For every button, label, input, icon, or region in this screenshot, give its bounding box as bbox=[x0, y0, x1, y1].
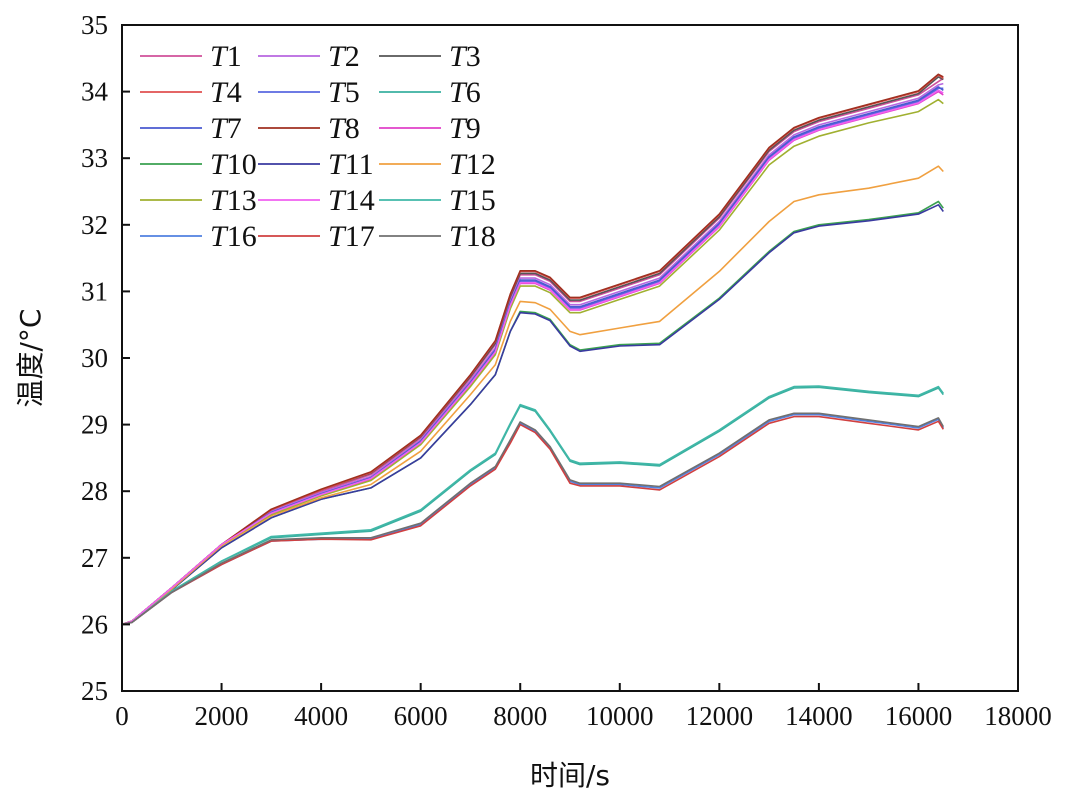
legend-label: T13 bbox=[210, 184, 257, 217]
legend-item-t16: T16 bbox=[140, 220, 257, 253]
legend-item-t1: T1 bbox=[140, 40, 242, 73]
legend-label: T3 bbox=[449, 40, 481, 73]
legend-label: T1 bbox=[210, 40, 242, 73]
y-axis: 25 26 27 28 29 30 31 32 33 34 35 bbox=[81, 10, 130, 706]
legend-label: T14 bbox=[328, 184, 375, 217]
y-axis-label: 温度/°C bbox=[14, 309, 47, 408]
series-line-t12 bbox=[121, 165, 944, 626]
plot-frame bbox=[121, 24, 1019, 692]
series-lines bbox=[121, 73, 944, 626]
legend-item-t10: T10 bbox=[140, 148, 257, 181]
y-tick-label: 28 bbox=[81, 476, 108, 506]
series-line-t13 bbox=[121, 98, 944, 626]
y-tick-label: 30 bbox=[81, 343, 108, 373]
legend-item-t11: T11 bbox=[258, 148, 374, 181]
series-line-t2 bbox=[121, 82, 944, 626]
series-line-t18 bbox=[121, 412, 944, 626]
legend-item-t15: T15 bbox=[379, 184, 496, 217]
series-line-t6 bbox=[121, 386, 944, 626]
x-axis-label: 时间/s bbox=[530, 759, 610, 792]
x-tick-label: 4000 bbox=[294, 701, 348, 731]
y-tick-label: 27 bbox=[81, 543, 108, 573]
x-tick-label: 18000 bbox=[984, 701, 1052, 731]
legend-label: T17 bbox=[328, 220, 375, 253]
legend-item-t14: T14 bbox=[258, 184, 375, 217]
legend-item-t18: T18 bbox=[379, 220, 496, 253]
y-tick-label: 29 bbox=[81, 410, 108, 440]
legend-label: T11 bbox=[328, 148, 374, 181]
legend-item-t7: T7 bbox=[140, 112, 242, 145]
series-line-t16 bbox=[121, 413, 944, 626]
y-tick-label: 31 bbox=[81, 276, 108, 306]
legend-item-t12: T12 bbox=[379, 148, 496, 181]
series-line-t14 bbox=[121, 89, 944, 626]
y-tick-label: 33 bbox=[81, 143, 108, 173]
legend-label: T15 bbox=[449, 184, 496, 217]
legend-item-t17: T17 bbox=[258, 220, 375, 253]
x-tick-label: 2000 bbox=[195, 701, 249, 731]
legend-item-t4: T4 bbox=[140, 76, 242, 109]
legend: T1 T2 T3 T4 T5 T6 T7 T8 T9 T10 T11 T12 T13 T14 T15 T16 T… bbox=[140, 40, 496, 253]
x-tick-label: 12000 bbox=[686, 701, 754, 731]
legend-label: T2 bbox=[328, 40, 360, 73]
legend-label: T5 bbox=[328, 76, 360, 109]
x-tick-label: 8000 bbox=[493, 701, 547, 731]
x-tick-label: 0 bbox=[115, 701, 129, 731]
legend-label: T16 bbox=[210, 220, 257, 253]
legend-item-t5: T5 bbox=[258, 76, 360, 109]
x-axis: 0 2000 4000 6000 8000 10000 12000 14000 16000 180… bbox=[115, 683, 1052, 731]
x-tick-label: 14000 bbox=[785, 701, 853, 731]
series-line-t17 bbox=[121, 415, 944, 626]
series-line-t15 bbox=[121, 385, 944, 626]
legend-label: T12 bbox=[449, 148, 496, 181]
y-tick-label: 34 bbox=[81, 77, 109, 107]
legend-label: T6 bbox=[449, 76, 481, 109]
y-tick-label: 25 bbox=[81, 676, 108, 706]
legend-item-t2: T2 bbox=[258, 40, 360, 73]
legend-item-t9: T9 bbox=[379, 112, 481, 145]
x-tick-label: 10000 bbox=[586, 701, 654, 731]
legend-label: T4 bbox=[210, 76, 242, 109]
legend-item-t3: T3 bbox=[379, 40, 481, 73]
legend-label: T9 bbox=[449, 112, 481, 145]
legend-label: T18 bbox=[449, 220, 496, 253]
y-tick-label: 32 bbox=[81, 210, 108, 240]
legend-label: T7 bbox=[210, 112, 242, 145]
y-tick-label: 26 bbox=[81, 609, 108, 639]
legend-label: T8 bbox=[328, 112, 360, 145]
series-line-t8 bbox=[121, 73, 944, 626]
x-tick-label: 6000 bbox=[394, 701, 448, 731]
legend-label: T10 bbox=[210, 148, 257, 181]
legend-item-t8: T8 bbox=[258, 112, 360, 145]
y-tick-label: 35 bbox=[81, 10, 108, 40]
legend-item-t6: T6 bbox=[379, 76, 481, 109]
legend-item-t13: T13 bbox=[140, 184, 257, 217]
series-line-t11 bbox=[121, 204, 944, 626]
x-tick-label: 16000 bbox=[885, 701, 953, 731]
